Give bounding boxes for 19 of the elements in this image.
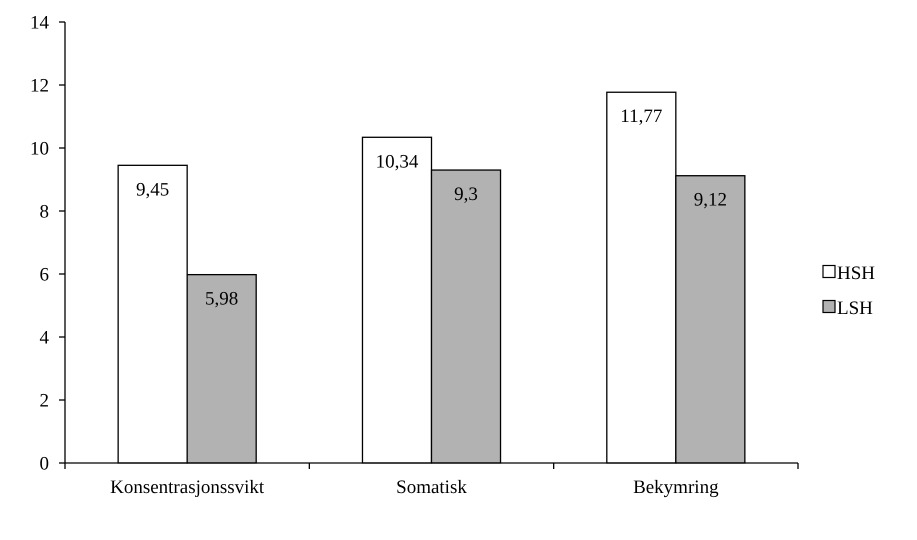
- y-tick-label: 2: [40, 390, 49, 412]
- y-tick-label: 0: [40, 454, 49, 475]
- y-tick-label: 8: [40, 202, 49, 223]
- data-label: 10,34: [376, 151, 419, 172]
- data-label: 9,3: [454, 184, 478, 206]
- data-label: 11,77: [620, 106, 662, 128]
- y-tick-label: 6: [40, 264, 49, 286]
- data-label: 5,98: [205, 288, 238, 310]
- data-label: 9,45: [136, 179, 170, 200]
- y-tick-label: 14: [30, 12, 50, 34]
- data-label: 9,12: [694, 190, 727, 211]
- y-tick-label: 4: [40, 328, 50, 349]
- x-tick-label: Bekymring: [633, 477, 720, 498]
- x-tick-label: Somatisk: [396, 477, 468, 498]
- y-tick-label: 10: [30, 138, 49, 160]
- y-tick-label: 12: [30, 76, 49, 97]
- x-tick-label: Konsentrasjonssvikt: [110, 477, 265, 498]
- legend-label: HSH: [837, 263, 876, 284]
- legend-label: LSH: [837, 298, 874, 320]
